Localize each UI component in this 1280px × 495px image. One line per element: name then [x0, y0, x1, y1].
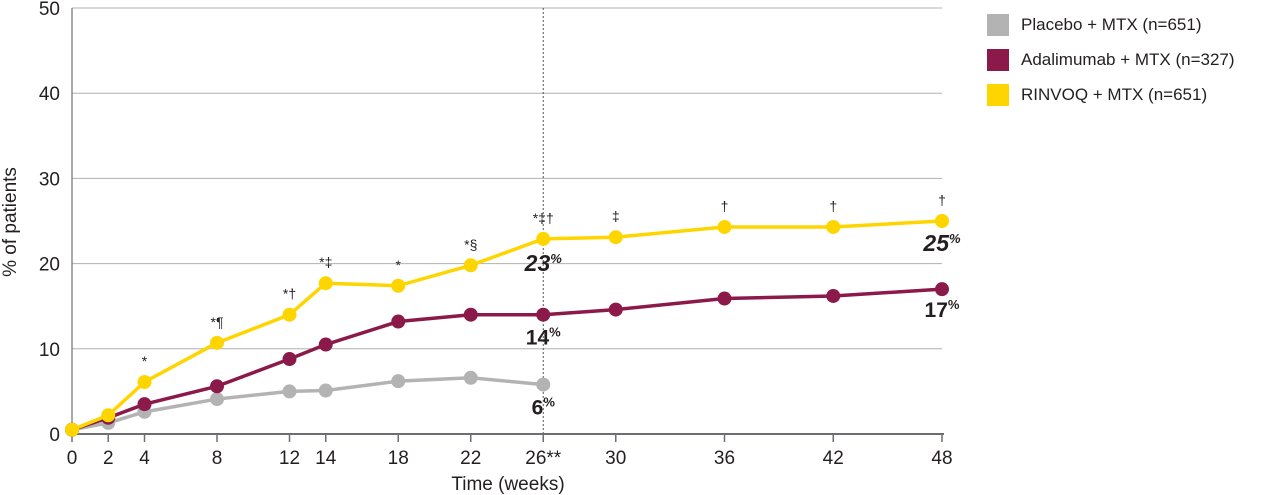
point-rinvoq-week-2	[101, 408, 116, 423]
point-rinvoq-week-0	[65, 422, 79, 437]
x-axis-title: Time (weeks)	[451, 474, 564, 495]
x-tick-label-22: 22	[460, 448, 481, 469]
x-tick-label-2: 2	[103, 448, 114, 469]
series	[65, 214, 949, 437]
point-placebo-week-14	[318, 383, 333, 398]
point-placebo-week-26	[536, 377, 551, 392]
point-rinvoq-week-26	[536, 231, 551, 246]
significance-marker-week-12: *†	[283, 286, 296, 302]
legend: Placebo + MTX (n=651) Adalimumab + MTX (…	[987, 7, 1277, 112]
x-tick-label-26: 26**	[525, 448, 562, 469]
point-adalimumab-week-4	[137, 397, 152, 412]
significance-marker-week-18: *	[396, 257, 402, 273]
legend-label-placebo: Placebo + MTX (n=651)	[1021, 14, 1202, 34]
significance-marker-week-4: *	[142, 353, 148, 369]
point-adalimumab-week-48	[935, 282, 949, 297]
x-tick-label-4: 4	[139, 448, 150, 469]
end-label-rinvoq-week-48-unit: %	[949, 231, 961, 246]
point-rinvoq-week-48	[935, 214, 949, 228]
point-rinvoq-week-22	[463, 258, 478, 273]
end-label-placebo-week-26-unit: %	[543, 395, 555, 410]
series-rinvoq	[65, 214, 949, 437]
x-tick-label-0: 0	[67, 448, 78, 469]
legend-swatch-placebo	[987, 13, 1009, 36]
legend-label-rinvoq: RINVOQ + MTX (n=651)	[1021, 84, 1208, 104]
x-tick-label-12: 12	[279, 448, 300, 469]
point-rinvoq-week-30	[608, 230, 623, 245]
point-placebo-week-8	[210, 392, 224, 407]
series-line-rinvoq	[70, 219, 944, 432]
significance-marker-week-42: †	[829, 198, 837, 214]
point-rinvoq-week-14	[318, 276, 333, 291]
significance-marker-week-14: *‡	[319, 254, 332, 270]
significance-marker-week-36: †	[721, 198, 729, 214]
legend-item-rinvoq: RINVOQ + MTX (n=651)	[987, 77, 1277, 112]
x-tick-label-48: 48	[931, 448, 952, 469]
end-label-adalimumab-week-26-unit: %	[549, 325, 561, 340]
end-label-rinvoq-week-48-value: 25	[922, 230, 950, 256]
end-label-rinvoq-week-26: 23%	[524, 250, 563, 276]
point-rinvoq-week-36	[717, 219, 732, 234]
y-tick-label-50: 50	[39, 0, 60, 20]
significance-marker-week-22: *§	[464, 236, 477, 252]
end-label-adalimumab-week-48-value: 17	[925, 299, 948, 322]
x-tick-label-14: 14	[315, 448, 337, 469]
point-placebo-week-22	[463, 370, 478, 385]
point-adalimumab-week-12	[282, 352, 297, 367]
series-line-adalimumab	[70, 287, 944, 432]
point-rinvoq-week-4	[137, 375, 152, 390]
significance-marker-week-48: †	[938, 192, 946, 208]
point-rinvoq-week-18	[391, 278, 406, 293]
x-tick-label-18: 18	[388, 448, 409, 469]
end-label-placebo-week-26: 6%	[532, 395, 556, 420]
point-placebo-week-12	[282, 384, 297, 399]
point-rinvoq-week-8	[210, 335, 224, 350]
point-adalimumab-week-14	[318, 337, 333, 352]
significance-marker-week-8: *¶	[211, 314, 224, 330]
point-rinvoq-week-42	[826, 219, 841, 234]
legend-item-adalimumab: Adalimumab + MTX (n=327)	[987, 42, 1277, 77]
legend-label-adalimumab: Adalimumab + MTX (n=327)	[1021, 49, 1235, 69]
point-rinvoq-week-12	[282, 307, 297, 322]
y-tick-label-10: 10	[39, 340, 60, 361]
x-tick-label-42: 42	[823, 448, 844, 469]
end-label-adalimumab-week-48: 17%	[925, 297, 960, 322]
point-placebo-week-18	[391, 374, 406, 389]
end-label-adalimumab-week-26: 14%	[526, 325, 561, 350]
point-adalimumab-week-30	[608, 302, 623, 317]
end-labels: 6%14%17%23%25%	[524, 230, 961, 420]
gridlines	[72, 7, 942, 434]
point-adalimumab-week-26	[536, 307, 551, 322]
significance-marker-week-26: *‡†	[533, 210, 554, 226]
y-axis-title: % of patients	[0, 167, 21, 277]
y-tick-label-40: 40	[39, 84, 60, 105]
point-adalimumab-week-42	[826, 288, 841, 303]
y-tick-label-0: 0	[49, 425, 60, 446]
legend-swatch-rinvoq	[987, 83, 1009, 106]
end-label-placebo-week-26-value: 6	[532, 397, 544, 420]
significance-markers: * *¶ *† *‡ * *§ *‡† ‡ † † †	[142, 192, 946, 369]
legend-item-placebo: Placebo + MTX (n=651)	[987, 7, 1277, 42]
significance-marker-week-30: ‡	[612, 208, 620, 224]
series-adalimumab	[65, 282, 949, 437]
y-tick-label-20: 20	[39, 255, 60, 276]
legend-swatch-adalimumab	[987, 48, 1009, 71]
point-adalimumab-week-18	[391, 314, 406, 329]
end-label-adalimumab-week-26-value: 14	[526, 327, 550, 350]
x-tick-label-8: 8	[212, 448, 223, 469]
y-tick-label-30: 30	[39, 169, 60, 190]
x-tick-label-30: 30	[605, 448, 626, 469]
end-label-adalimumab-week-48-unit: %	[948, 297, 960, 312]
end-label-rinvoq-week-26-unit: %	[550, 251, 562, 266]
end-label-rinvoq-week-26-value: 23	[524, 250, 551, 276]
end-label-rinvoq-week-48: 25%	[922, 230, 961, 256]
point-adalimumab-week-36	[717, 291, 732, 306]
x-tick-label-36: 36	[714, 448, 735, 469]
point-adalimumab-week-8	[210, 379, 224, 394]
point-adalimumab-week-22	[463, 307, 478, 322]
